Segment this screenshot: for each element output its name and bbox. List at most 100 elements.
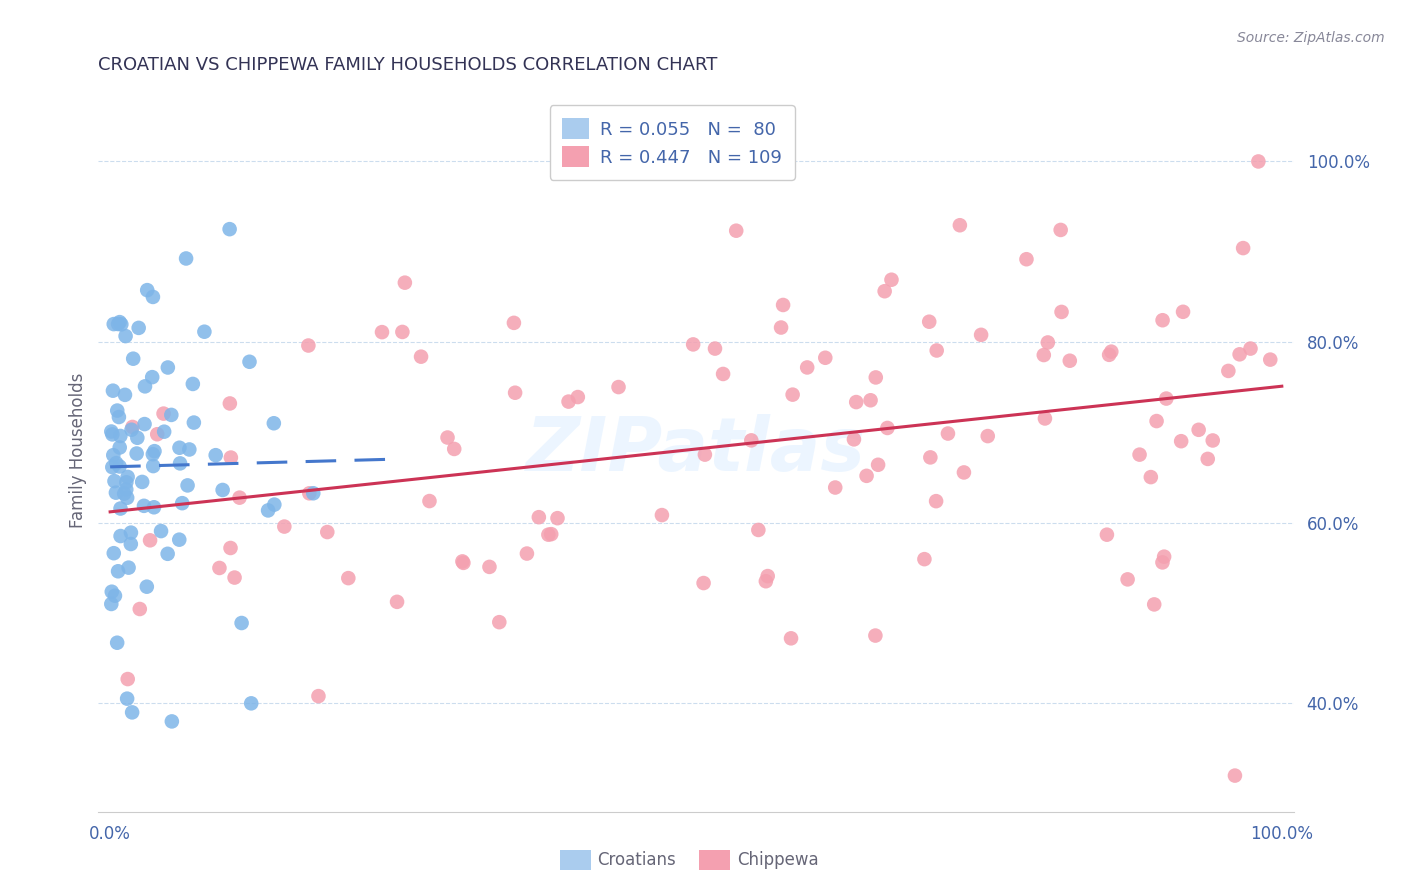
Point	[1188, 423, 1211, 437]
Point	[211, 483, 233, 497]
Point	[557, 394, 579, 409]
Point	[651, 508, 673, 522]
Point	[298, 486, 321, 500]
Point	[711, 367, 734, 381]
Point	[1049, 223, 1071, 237]
Point	[1229, 347, 1251, 361]
Point	[103, 317, 125, 331]
Point	[824, 481, 846, 495]
Point	[101, 460, 124, 475]
Point	[337, 571, 360, 585]
Point	[1050, 305, 1073, 319]
Point	[418, 494, 440, 508]
Point	[770, 320, 793, 334]
Text: Source: ZipAtlas.com: Source: ZipAtlas.com	[1237, 31, 1385, 45]
Point	[108, 459, 131, 474]
Point	[925, 494, 948, 508]
Point	[371, 325, 394, 339]
Point	[1153, 549, 1175, 564]
Point	[128, 321, 150, 335]
Point	[540, 527, 562, 541]
Point	[925, 343, 948, 358]
Point	[912, 552, 935, 566]
Point	[1036, 335, 1059, 350]
Point	[814, 351, 837, 365]
Point	[740, 434, 762, 448]
Point	[1247, 154, 1270, 169]
Point	[100, 584, 122, 599]
Point	[273, 519, 295, 533]
Point	[747, 523, 769, 537]
Point	[307, 689, 329, 703]
Point	[302, 486, 325, 500]
Point	[970, 327, 993, 342]
Point	[174, 252, 197, 266]
Point	[105, 456, 128, 470]
Point	[1258, 352, 1281, 367]
Point	[219, 450, 242, 465]
Point	[108, 410, 131, 425]
Point	[453, 556, 475, 570]
Point	[150, 524, 173, 538]
Point	[516, 547, 538, 561]
Point	[1239, 342, 1261, 356]
Point	[1032, 348, 1054, 362]
Point	[1232, 241, 1254, 255]
Point	[115, 475, 138, 490]
Point	[918, 315, 941, 329]
Point	[139, 533, 162, 548]
Point	[953, 466, 976, 480]
Point	[1202, 434, 1225, 448]
Point	[132, 499, 155, 513]
Point	[1059, 353, 1081, 368]
Point	[436, 431, 458, 445]
Point	[114, 388, 136, 402]
Point	[117, 470, 139, 484]
Point	[782, 387, 804, 401]
Point	[107, 317, 129, 331]
Point	[107, 564, 129, 578]
Point	[1098, 348, 1121, 362]
Point	[134, 417, 156, 431]
Point	[859, 393, 882, 408]
Point	[169, 441, 191, 455]
Point	[1099, 344, 1122, 359]
Point	[755, 574, 778, 589]
Point	[193, 325, 215, 339]
Point	[537, 527, 560, 541]
Point	[179, 442, 201, 457]
Point	[101, 427, 124, 442]
Point	[682, 337, 704, 351]
Point	[876, 421, 898, 435]
Point	[391, 325, 413, 339]
Point	[692, 576, 714, 591]
Point	[141, 370, 163, 384]
Point	[238, 355, 260, 369]
Point	[146, 427, 169, 442]
Point	[172, 496, 194, 510]
Point	[105, 636, 128, 650]
Text: Croatians: Croatians	[598, 851, 676, 869]
Point	[115, 483, 138, 497]
Point	[263, 416, 285, 430]
Point	[143, 500, 166, 515]
Point	[169, 533, 191, 547]
Point	[117, 560, 139, 574]
Point	[115, 491, 138, 505]
Point	[1140, 470, 1163, 484]
Point	[868, 458, 890, 472]
Point	[503, 316, 526, 330]
Point	[110, 501, 132, 516]
Point	[1223, 769, 1246, 783]
Point	[231, 615, 253, 630]
Point	[134, 379, 156, 393]
Point	[1170, 434, 1192, 449]
Point	[121, 420, 143, 434]
Point	[880, 273, 903, 287]
Point	[125, 446, 148, 460]
Point	[228, 491, 250, 505]
Point	[104, 589, 127, 603]
Point	[122, 351, 145, 366]
Point	[100, 425, 122, 439]
Point	[949, 219, 972, 233]
